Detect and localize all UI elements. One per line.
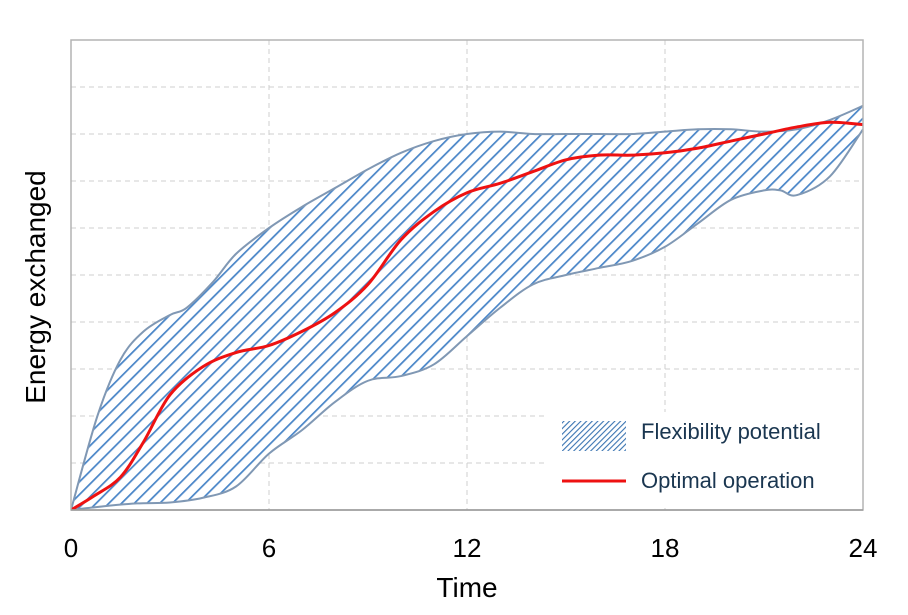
legend: Flexibility potential Optimal operation — [548, 412, 860, 504]
flexibility-band — [71, 105, 863, 510]
x-tick-label: 24 — [849, 533, 878, 563]
x-axis-title: Time — [436, 572, 497, 603]
legend-label-optimal: Optimal operation — [641, 468, 815, 493]
legend-label-flexibility: Flexibility potential — [641, 419, 821, 444]
x-tick-label: 0 — [64, 533, 78, 563]
optimal-operation-line — [71, 120, 863, 510]
x-tick-label: 6 — [262, 533, 276, 563]
flexibility-lower-edge — [71, 128, 863, 510]
x-tick-label: 12 — [453, 533, 482, 563]
plot-frame — [70, 39, 864, 511]
legend-swatch-flexibility — [562, 421, 626, 451]
flexibility-upper-edge — [71, 104, 863, 510]
x-axis-ticks: 0 6 12 18 24 — [64, 533, 878, 563]
plot-area — [71, 104, 863, 510]
y-axis-title: Energy exchanged — [20, 170, 51, 404]
x-tick-label: 18 — [651, 533, 680, 563]
